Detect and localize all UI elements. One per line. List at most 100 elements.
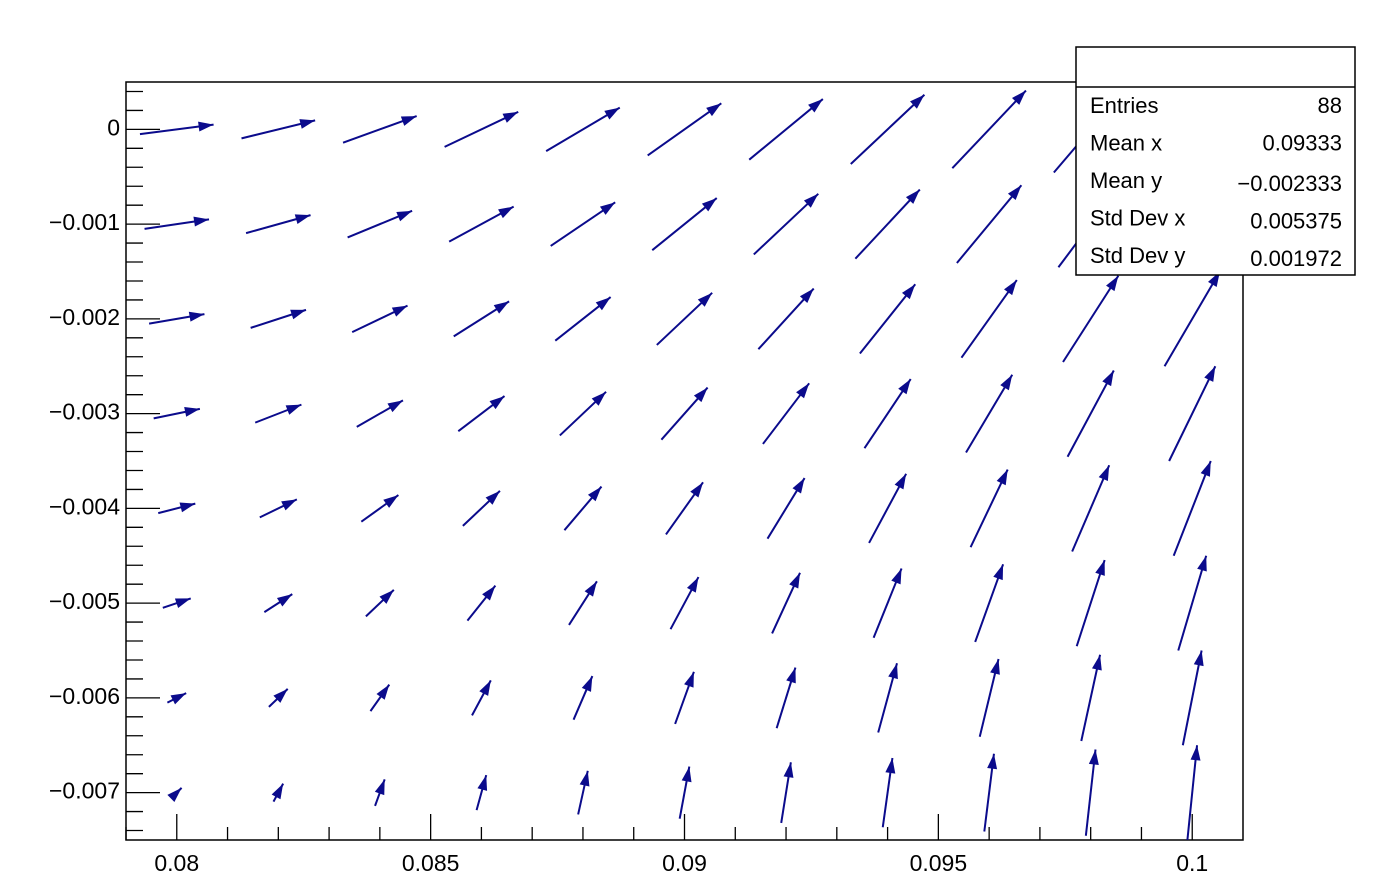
arrow: [868, 473, 908, 544]
arrow: [268, 688, 289, 708]
arrow-head: [891, 568, 902, 585]
arrow: [656, 292, 713, 346]
arrow-head: [1095, 560, 1105, 576]
arrow: [347, 209, 413, 239]
arrow-shaft: [1062, 275, 1120, 363]
arrow: [471, 679, 492, 716]
arrow-head: [281, 499, 297, 511]
x-tick-label: 0.095: [910, 850, 968, 876]
arrow: [1163, 270, 1221, 367]
stats-name: Mean x: [1090, 130, 1162, 155]
arrow-head: [1000, 374, 1013, 391]
arrow-head: [693, 387, 708, 403]
arrow: [951, 89, 1027, 169]
arrow: [245, 214, 311, 235]
x-tick-label: 0.1: [1176, 850, 1208, 876]
arrow-head: [1190, 745, 1201, 761]
arrow: [250, 308, 307, 329]
arrow: [369, 684, 391, 712]
arrow: [167, 787, 183, 802]
arrow-head: [587, 486, 602, 502]
arrow-head: [579, 770, 590, 787]
arrow-head: [581, 676, 593, 692]
y-tick-label: −0.002: [49, 304, 120, 330]
arrow: [1168, 365, 1217, 462]
arrow: [444, 110, 519, 148]
arrow-head: [477, 775, 488, 791]
arrow-head: [690, 482, 704, 498]
arrow-head: [479, 680, 491, 696]
arrow-shaft: [1071, 464, 1111, 552]
arrow: [762, 382, 810, 445]
arrow: [1080, 654, 1102, 742]
stats-value: 0.09333: [1262, 130, 1342, 155]
x-tick-label: 0.09: [662, 850, 707, 876]
stats-box: [1075, 46, 1356, 276]
arrow-head: [595, 297, 611, 311]
arrow: [148, 311, 205, 325]
arrow: [960, 279, 1018, 359]
arrow: [568, 580, 598, 626]
arrow: [983, 753, 998, 832]
arrow: [475, 774, 488, 811]
arrow-shaft: [1177, 555, 1208, 651]
arrow-head: [888, 663, 898, 680]
arrow-shaft: [960, 279, 1018, 359]
arrow-head: [1007, 185, 1022, 201]
arrow: [660, 386, 709, 441]
arrow-head: [1102, 370, 1114, 387]
arrow: [457, 395, 506, 432]
y-tick-label: −0.003: [49, 399, 120, 425]
arrow-head: [290, 309, 306, 320]
arrow: [766, 477, 806, 540]
arrow: [872, 568, 903, 639]
arrow: [956, 184, 1023, 264]
arrow: [572, 675, 594, 721]
arrow: [1177, 555, 1208, 651]
arrow: [254, 403, 302, 424]
arrow: [965, 374, 1014, 453]
stats-value: 88: [1318, 93, 1342, 118]
arrow: [1062, 275, 1120, 363]
arrow-head: [706, 103, 722, 117]
arrow: [1181, 650, 1204, 746]
arrow-head: [684, 671, 694, 688]
arrow-head: [276, 594, 293, 607]
arrow: [545, 106, 621, 153]
arrow-head: [584, 581, 597, 597]
arrow-head: [167, 787, 182, 802]
arrow-head: [796, 383, 810, 399]
arrow: [241, 119, 316, 140]
arrow-shaft: [1163, 270, 1221, 367]
arrow-head: [1106, 275, 1119, 292]
arrow-head: [184, 407, 200, 417]
arrow: [342, 115, 418, 144]
arrow-head: [489, 396, 505, 410]
arrow: [157, 502, 196, 515]
arrow: [577, 770, 590, 815]
stats-name: Entries: [1090, 93, 1158, 118]
arrow: [259, 498, 298, 519]
stats-value: 0.001972: [1250, 246, 1342, 271]
arrow-shaft: [854, 188, 921, 260]
arrow: [462, 490, 501, 527]
arrow-head: [485, 490, 500, 505]
arrow: [1066, 370, 1115, 458]
arrow-head: [894, 473, 907, 490]
arrow: [665, 481, 704, 536]
arrow: [453, 300, 510, 338]
arrow: [1084, 749, 1099, 836]
arrow-head: [990, 659, 1000, 675]
arrow-head: [1200, 461, 1211, 477]
arrow-head: [174, 598, 191, 608]
arrow-head: [379, 589, 394, 604]
arrow-head: [885, 758, 896, 774]
arrow: [559, 391, 607, 437]
arrow: [877, 663, 898, 733]
arrow-head: [789, 572, 801, 589]
arrow-head: [783, 762, 794, 778]
arrow-head: [901, 284, 916, 300]
arrow: [356, 399, 404, 428]
arrow: [978, 658, 1000, 737]
